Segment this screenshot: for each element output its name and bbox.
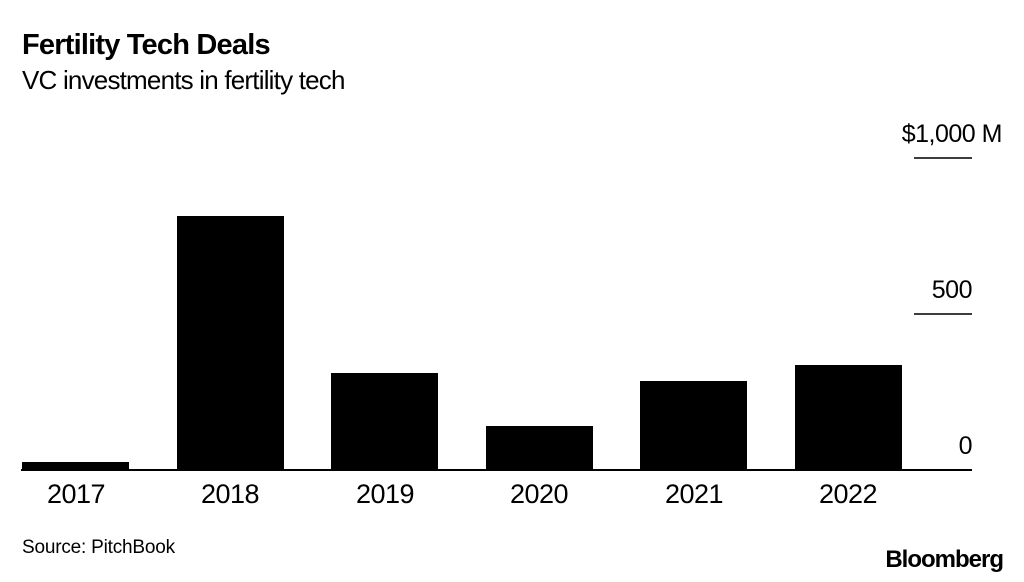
x-axis-line xyxy=(21,469,972,471)
chart-title: Fertility Tech Deals xyxy=(22,29,271,61)
x-axis-label-2019: 2019 xyxy=(355,479,415,509)
bar-2021 xyxy=(640,381,747,470)
bar-2018 xyxy=(177,216,284,470)
x-axis-label-2017: 2017 xyxy=(46,479,106,509)
y-axis-tick-line xyxy=(914,313,972,315)
y-axis-label: $1,000 M xyxy=(901,120,1003,148)
y-axis-label: 0 xyxy=(958,432,973,460)
source-label: Source: PitchBook xyxy=(22,537,175,558)
y-axis-tick-line xyxy=(914,157,972,159)
bar-2017 xyxy=(22,462,129,470)
bar-2022 xyxy=(795,365,902,470)
bloomberg-logo: Bloomberg xyxy=(885,546,1004,573)
chart-subtitle: VC investments in fertility tech xyxy=(22,65,345,95)
x-axis-label-2020: 2020 xyxy=(509,479,569,509)
y-axis-label: 500 xyxy=(931,276,973,304)
x-axis-label-2022: 2022 xyxy=(818,479,878,509)
bar-2019 xyxy=(331,373,438,470)
x-axis-label-2018: 2018 xyxy=(200,479,260,509)
x-axis-label-2021: 2021 xyxy=(664,479,724,509)
bar-2020 xyxy=(486,426,593,470)
